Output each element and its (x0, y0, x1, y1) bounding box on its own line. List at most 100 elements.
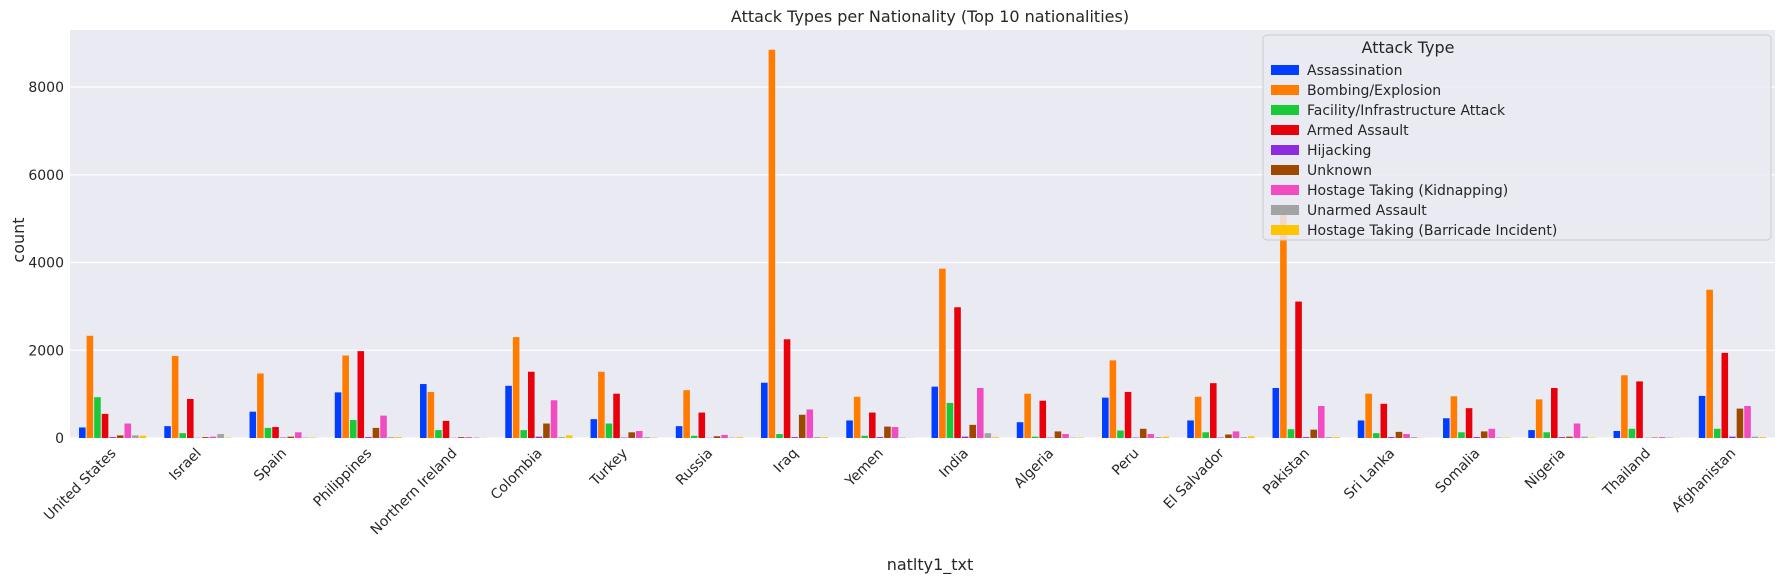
bar (357, 351, 365, 438)
legend-label: Assassination (1307, 63, 1403, 79)
legend-label: Hijacking (1307, 143, 1371, 159)
y-tick-labels: 0 2000 4000 6000 8000 (28, 80, 64, 447)
x-tick-label: Israel (166, 446, 204, 484)
bar (209, 436, 217, 438)
x-tick-label: Pakistan (1260, 446, 1313, 499)
legend-swatch (1271, 125, 1299, 135)
y-tick-label: 4000 (28, 256, 64, 272)
bar (1202, 432, 1210, 438)
bar (1759, 437, 1766, 438)
legend-label: Armed Assault (1307, 123, 1409, 139)
bar (272, 427, 279, 438)
bar (380, 415, 387, 438)
bar (1628, 428, 1636, 438)
bar (528, 371, 535, 438)
bar (427, 391, 435, 438)
bar (1621, 375, 1628, 438)
y-tick-label: 6000 (28, 168, 64, 184)
bar (1272, 387, 1280, 438)
bar (264, 427, 272, 438)
legend-swatch (1271, 145, 1299, 155)
bar (1109, 360, 1117, 438)
bar (1658, 437, 1666, 438)
bar (1558, 437, 1566, 438)
bar (164, 426, 171, 438)
bar (365, 437, 372, 438)
x-tick-label: Algeria (1011, 446, 1057, 492)
bar (1240, 437, 1247, 438)
bar (512, 337, 520, 438)
x-tick-label: Turkey (587, 446, 631, 490)
legend-label: Hostage Taking (Kidnapping) (1307, 183, 1508, 199)
bar (1365, 393, 1372, 438)
bar (101, 413, 109, 438)
bar (1443, 418, 1450, 438)
bar (1062, 434, 1069, 438)
bar (1698, 395, 1706, 438)
bar (342, 355, 349, 438)
y-axis-label: count (9, 217, 28, 262)
x-tick-label: Nigeria (1522, 446, 1569, 493)
bar (116, 435, 124, 438)
bar (257, 373, 264, 438)
bar (605, 423, 613, 438)
bar (457, 437, 465, 438)
bar (768, 49, 776, 438)
bar (1543, 432, 1551, 438)
legend-swatch (1271, 225, 1299, 235)
x-tick-label: Philippines (311, 446, 376, 511)
bar (598, 371, 605, 438)
bar (776, 434, 783, 438)
bar (806, 409, 814, 438)
legend-label: Hostage Taking (Barricade Incident) (1307, 223, 1557, 239)
bar (420, 384, 427, 438)
bar (187, 398, 194, 438)
bar (1247, 436, 1255, 438)
bar (1139, 428, 1147, 438)
bar (698, 412, 706, 438)
x-tick-label: Russia (673, 446, 716, 489)
bar (721, 434, 728, 438)
bar (1024, 393, 1031, 438)
bar (891, 427, 899, 438)
legend-swatch (1271, 205, 1299, 215)
bar (1039, 400, 1047, 438)
bar (1210, 383, 1217, 438)
bar (1581, 436, 1588, 438)
bar (884, 426, 891, 438)
bar (249, 411, 257, 438)
bar (1016, 422, 1024, 438)
bar (1388, 437, 1395, 438)
bar (535, 436, 543, 438)
bar (798, 414, 806, 438)
bar (435, 430, 442, 438)
bar (814, 437, 821, 438)
bar (372, 427, 380, 438)
x-tick-label: El Salvador (1161, 445, 1228, 512)
bar (1573, 423, 1581, 438)
legend-swatch (1271, 185, 1299, 195)
legend-swatch (1271, 65, 1299, 75)
bar (1465, 408, 1473, 438)
bar (628, 432, 635, 438)
bar (1458, 432, 1465, 438)
bar (1480, 431, 1488, 438)
x-tick-label: Peru (1109, 446, 1142, 479)
legend-label: Unarmed Assault (1307, 203, 1427, 219)
bar (334, 392, 342, 438)
bar (954, 307, 961, 438)
bar (1232, 431, 1240, 438)
bar (675, 426, 683, 438)
legend-swatch (1271, 85, 1299, 95)
chart-title: Attack Types per Nationality (Top 10 nat… (731, 7, 1129, 26)
bar (821, 437, 829, 438)
bar (1124, 391, 1132, 438)
bar (783, 339, 791, 438)
bar (1310, 429, 1317, 438)
legend-label: Facility/Infrastructure Attack (1307, 103, 1506, 119)
bar (1528, 430, 1535, 438)
bar (1372, 433, 1380, 438)
bar (1744, 405, 1751, 438)
x-tick-label: Colombia (488, 446, 546, 504)
